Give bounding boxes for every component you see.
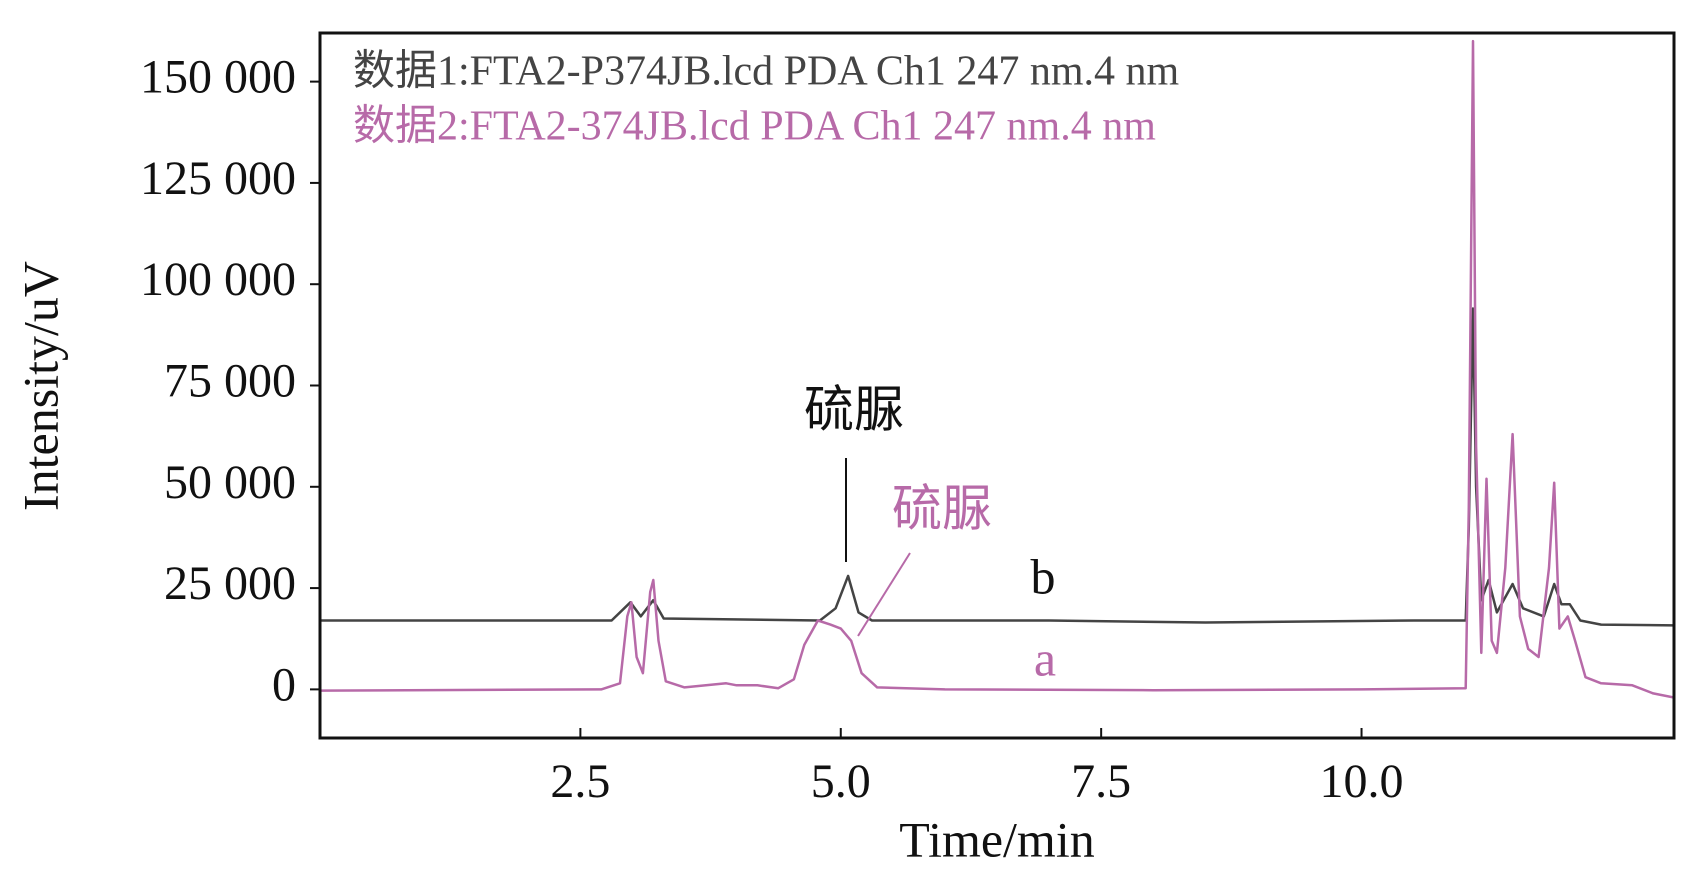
- y-tick-label: 75 000: [164, 355, 296, 408]
- y-tick-label: 50 000: [164, 456, 296, 509]
- annotation: a: [1034, 630, 1056, 686]
- y-tick-label: 150 000: [140, 51, 296, 104]
- leader-line: [857, 552, 911, 637]
- annotation: 硫脲: [804, 381, 904, 437]
- series-line: [320, 39, 1674, 699]
- x-tick-label: 2.5: [550, 755, 610, 808]
- plot-area: [320, 39, 1674, 699]
- annotation: 硫脲: [892, 480, 992, 536]
- y-tick-label: 125 000: [140, 152, 296, 205]
- annotation: b: [1031, 548, 1056, 604]
- x-tick-label: 10.0: [1320, 755, 1404, 808]
- x-axis-title: Time/min: [899, 811, 1094, 867]
- legend-label: 数据2:FTA2-374JB.lcd PDA Ch1 247 nm.4 nm: [353, 104, 1156, 150]
- x-tick-label: 5.0: [811, 755, 871, 808]
- y-tick-label: 0: [272, 658, 296, 711]
- plot-frame: [318, 31, 1676, 740]
- y-axis-title: Intensity/uV: [12, 261, 68, 511]
- y-tick-label: 25 000: [164, 557, 296, 610]
- legend-label: 数据1:FTA2-P374JB.lcd PDA Ch1 247 nm.4 nm: [353, 49, 1180, 95]
- x-tick-label: 7.5: [1071, 755, 1131, 808]
- y-tick-label: 100 000: [140, 253, 296, 306]
